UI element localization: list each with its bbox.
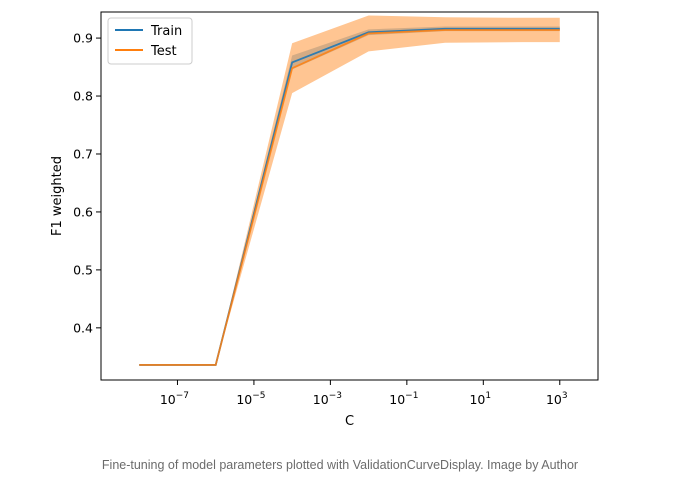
- x-axis-label: C: [345, 414, 354, 429]
- y-tick-label: 0.4: [73, 320, 93, 335]
- y-axis: 0.4 0.5 0.6 0.7 0.8 0.9: [73, 31, 101, 335]
- x-tick-label: 10−5: [236, 391, 265, 407]
- plot-frame: [100, 11, 599, 381]
- x-axis: 10−7 10−5 10−3 10−1 101 103: [160, 380, 568, 407]
- line-test: [139, 29, 560, 366]
- x-tick-label: 10−7: [160, 391, 189, 407]
- x-tick-label: 10−3: [313, 391, 342, 407]
- legend-label-test: Test: [150, 44, 177, 59]
- x-tick-label: 10−1: [389, 391, 418, 407]
- legend-label-train: Train: [150, 24, 182, 39]
- figure-caption: Fine-tuning of model parameters plotted …: [101, 458, 579, 472]
- band-test: [139, 15, 560, 365]
- y-tick-label: 0.5: [73, 262, 93, 277]
- x-tick-label: 103: [546, 391, 568, 407]
- chart: 10−7 10−5 10−3 10−1 101 103 0.40.50.60.70.80.…: [50, 11, 599, 429]
- y-tick-label: 0.9: [73, 31, 93, 46]
- y-axis-label: F1 weighted: [50, 156, 65, 236]
- band-train: [139, 26, 560, 365]
- series-lines: [139, 27, 560, 366]
- std-bands: [139, 15, 560, 365]
- y-tick-label: 0.6: [73, 204, 93, 219]
- legend: Train Test: [107, 17, 193, 65]
- y-tick-label: 0.7: [73, 146, 93, 161]
- y-tick-label: 0.8: [73, 89, 93, 104]
- x-tick-label: 101: [469, 391, 491, 407]
- line-train: [139, 27, 560, 366]
